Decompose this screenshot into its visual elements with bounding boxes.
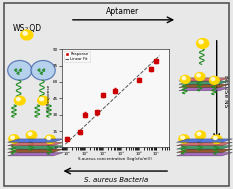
Circle shape — [45, 135, 55, 143]
Circle shape — [40, 98, 44, 101]
Polygon shape — [177, 153, 233, 156]
Circle shape — [11, 136, 14, 139]
Circle shape — [182, 77, 186, 80]
Circle shape — [197, 39, 209, 48]
Polygon shape — [177, 139, 233, 142]
Circle shape — [14, 96, 25, 105]
Ellipse shape — [31, 60, 55, 80]
Text: QD: QD — [27, 24, 41, 33]
Circle shape — [28, 132, 32, 135]
Text: Aptamer: Aptamer — [106, 7, 139, 16]
Circle shape — [181, 136, 185, 139]
Polygon shape — [7, 142, 63, 146]
Polygon shape — [179, 88, 229, 91]
Polygon shape — [7, 139, 63, 142]
Text: S. aureus Bacteria: S. aureus Bacteria — [84, 177, 149, 183]
Ellipse shape — [8, 60, 32, 80]
Text: WS: WS — [13, 24, 25, 33]
Circle shape — [195, 73, 205, 81]
Circle shape — [213, 136, 217, 139]
Polygon shape — [177, 142, 233, 146]
Polygon shape — [179, 78, 229, 81]
Circle shape — [38, 96, 48, 105]
Polygon shape — [7, 146, 63, 149]
Circle shape — [16, 98, 20, 101]
Circle shape — [197, 132, 201, 135]
Circle shape — [47, 136, 51, 139]
Circle shape — [195, 131, 206, 139]
X-axis label: S.aureus concentration (log(cfu/ml)): S.aureus concentration (log(cfu/ml)) — [78, 157, 152, 161]
Circle shape — [26, 131, 37, 139]
Circle shape — [212, 135, 222, 143]
Circle shape — [179, 135, 189, 143]
Polygon shape — [177, 146, 233, 149]
Text: Bi₂O₂Se NS: Bi₂O₂Se NS — [223, 74, 228, 107]
Legend: Response, Linear Fit: Response, Linear Fit — [64, 51, 90, 62]
Polygon shape — [7, 153, 63, 156]
Circle shape — [209, 76, 219, 84]
Circle shape — [23, 32, 27, 35]
Circle shape — [197, 74, 200, 77]
Circle shape — [21, 30, 33, 40]
Text: 2: 2 — [25, 27, 28, 32]
Circle shape — [9, 135, 19, 143]
Polygon shape — [177, 149, 233, 153]
Polygon shape — [179, 81, 229, 84]
Circle shape — [180, 75, 190, 83]
Circle shape — [211, 78, 215, 81]
Polygon shape — [179, 84, 229, 88]
Circle shape — [199, 40, 203, 44]
Polygon shape — [7, 149, 63, 153]
Y-axis label: % Response: % Response — [47, 85, 51, 112]
